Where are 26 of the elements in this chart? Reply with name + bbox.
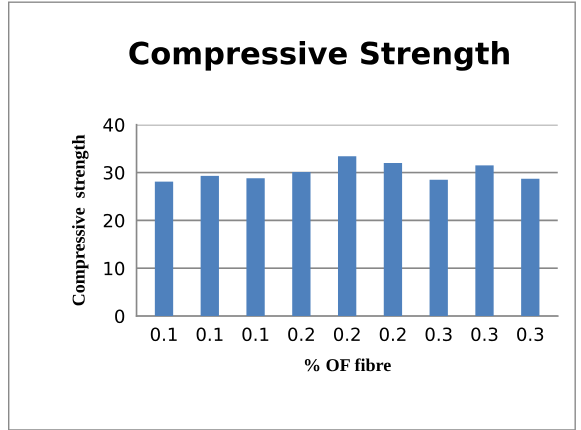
y-tick-label: 0: [115, 310, 124, 324]
x-axis-title: % OF fibre: [304, 358, 391, 372]
x-tick-label: 0.1: [150, 327, 177, 342]
bar: [154, 182, 174, 316]
y-tick-label: 20: [104, 214, 124, 228]
bar: [338, 156, 356, 316]
chart-title: Compressive Strength: [129, 40, 509, 71]
x-tick-label: 0.1: [242, 327, 268, 342]
bar: [246, 178, 265, 316]
bar: [521, 178, 540, 316]
bar: [430, 180, 448, 316]
y-tick-label: 40: [103, 118, 124, 132]
y-tick-label: 10: [104, 262, 124, 276]
x-tick-label: 0.3: [426, 327, 452, 342]
y-axis-title: Compressive strength: [72, 134, 89, 306]
bar: [200, 176, 219, 316]
y-tick-label: 30: [104, 166, 124, 180]
bar: [384, 162, 402, 316]
x-tick-label: 0.3: [471, 327, 498, 342]
x-tick-label: 0.2: [380, 327, 406, 342]
bar: [475, 165, 494, 316]
x-tick-label: 0.1: [196, 327, 222, 342]
x-tick-label: 0.2: [334, 327, 360, 342]
x-tick-label: 0.2: [288, 327, 314, 342]
x-tick-label: 0.3: [517, 327, 544, 342]
bar: [292, 172, 311, 316]
